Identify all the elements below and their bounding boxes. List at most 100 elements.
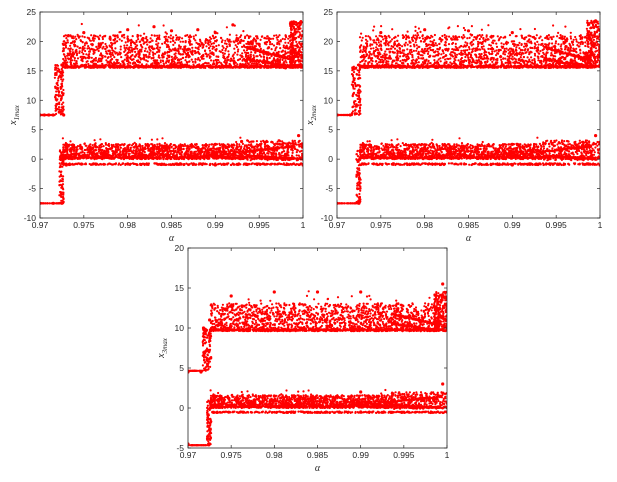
x-tick-label: 1: [445, 450, 450, 460]
data-point: [297, 25, 301, 29]
data-point: [510, 163, 514, 167]
x-tick-label: 1: [598, 220, 603, 230]
x-tick-label: 0.97: [32, 220, 49, 230]
x-tick-label: 0.985: [161, 220, 183, 230]
data-point: [510, 142, 514, 146]
y-tick-label: -10: [24, 213, 37, 223]
data-point: [354, 104, 358, 108]
data-point: [257, 154, 261, 158]
x-tick-label: 0.98: [119, 220, 136, 230]
y-tick-label: 5: [31, 125, 36, 135]
data-point: [357, 201, 361, 205]
x-axis-label: α: [169, 233, 175, 244]
x-tick-label: 0.99: [207, 220, 224, 230]
data-point: [208, 442, 212, 446]
y-tick-label: 10: [27, 95, 37, 105]
y-axis-label: x3max: [156, 337, 169, 359]
x-tick-label: 0.975: [73, 220, 95, 230]
data-point: [240, 139, 244, 144]
x-tick-label: 0.97: [329, 220, 346, 230]
x-axis-label: α: [315, 463, 321, 474]
data-point: [61, 157, 65, 161]
data-point: [231, 23, 235, 27]
x-tick-label: 0.995: [546, 220, 568, 230]
y-tick-label: 10: [324, 95, 334, 105]
scatter-points: [40, 20, 303, 205]
data-point: [201, 326, 206, 330]
y-tick-label: -10: [321, 213, 334, 223]
data-point: [441, 282, 445, 286]
data-point: [196, 145, 200, 149]
x-tick-label: 0.99: [504, 220, 521, 230]
x-tick-label: 0.995: [249, 220, 271, 230]
data-point: [283, 152, 288, 156]
axes-box: [39, 11, 304, 219]
data-point: [272, 394, 276, 398]
data-point: [351, 66, 355, 70]
data-point: [59, 75, 63, 79]
y-tick-label: 5: [328, 125, 333, 135]
data-point: [270, 60, 274, 64]
data-point: [55, 86, 60, 91]
x-tick-label: 0.975: [370, 220, 392, 230]
scatter-points: [188, 282, 447, 447]
data-point: [126, 162, 130, 166]
data-point: [152, 25, 156, 29]
data-point: [91, 146, 95, 151]
y-tick-label: 5: [179, 363, 184, 373]
chart-3: 0.97 0.975 0.98 0.985 0.99 0.995 1 -5 0 5 10 15 20 α x…: [156, 243, 450, 474]
data-point: [272, 290, 276, 294]
x-axis-label: α: [466, 233, 472, 244]
y-tick-label: 25: [324, 7, 334, 17]
data-point: [359, 290, 363, 294]
data-point: [64, 63, 68, 67]
y-tick-label: 15: [324, 66, 334, 76]
data-point: [229, 294, 233, 298]
data-point: [208, 406, 212, 410]
data-point: [348, 113, 352, 117]
y-tick-label: 25: [27, 7, 37, 17]
data-point: [47, 113, 51, 117]
data-point: [42, 113, 47, 117]
data-point: [57, 110, 61, 114]
chart-2: 0.97 0.975 0.98 0.985 0.99 0.995 1 -10 -5 0 5 10 15 2…: [305, 7, 603, 244]
data-point: [357, 63, 361, 67]
data-point: [208, 318, 212, 322]
y-tick-label: 0: [31, 154, 36, 164]
x-tick-label: 0.995: [393, 450, 415, 460]
data-point: [54, 66, 58, 70]
data-point: [594, 134, 598, 138]
y-tick-label: -5: [325, 184, 333, 194]
y-tick-label: 0: [328, 154, 333, 164]
data-point: [51, 201, 55, 205]
data-point: [126, 28, 130, 32]
data-point: [169, 29, 174, 33]
y-tick-label: 20: [175, 243, 185, 253]
data-point: [359, 390, 363, 394]
y-tick-label: 15: [27, 66, 37, 76]
data-point: [423, 145, 427, 149]
x-tick-label: 1: [301, 220, 306, 230]
data-point: [423, 28, 427, 32]
data-point: [51, 113, 55, 117]
data-point: [161, 144, 165, 148]
data-point: [62, 113, 66, 117]
data-point: [379, 30, 383, 35]
data-point: [82, 30, 86, 35]
y-axis-label: x1max: [8, 104, 21, 126]
data-point: [64, 163, 68, 167]
data-point: [126, 145, 130, 149]
y-tick-label: 15: [175, 283, 185, 293]
y-tick-label: 20: [27, 36, 37, 46]
y-axis-label: x2max: [305, 104, 318, 126]
x-tick-label: 0.975: [221, 450, 243, 460]
axes-box: [187, 247, 448, 449]
y-tick-label: 20: [324, 36, 334, 46]
data-point: [441, 382, 445, 386]
data-point: [466, 29, 471, 33]
data-point: [594, 19, 598, 23]
x-tick-label: 0.98: [266, 450, 283, 460]
x-tick-label: 0.98: [416, 220, 433, 230]
data-point: [205, 358, 209, 362]
